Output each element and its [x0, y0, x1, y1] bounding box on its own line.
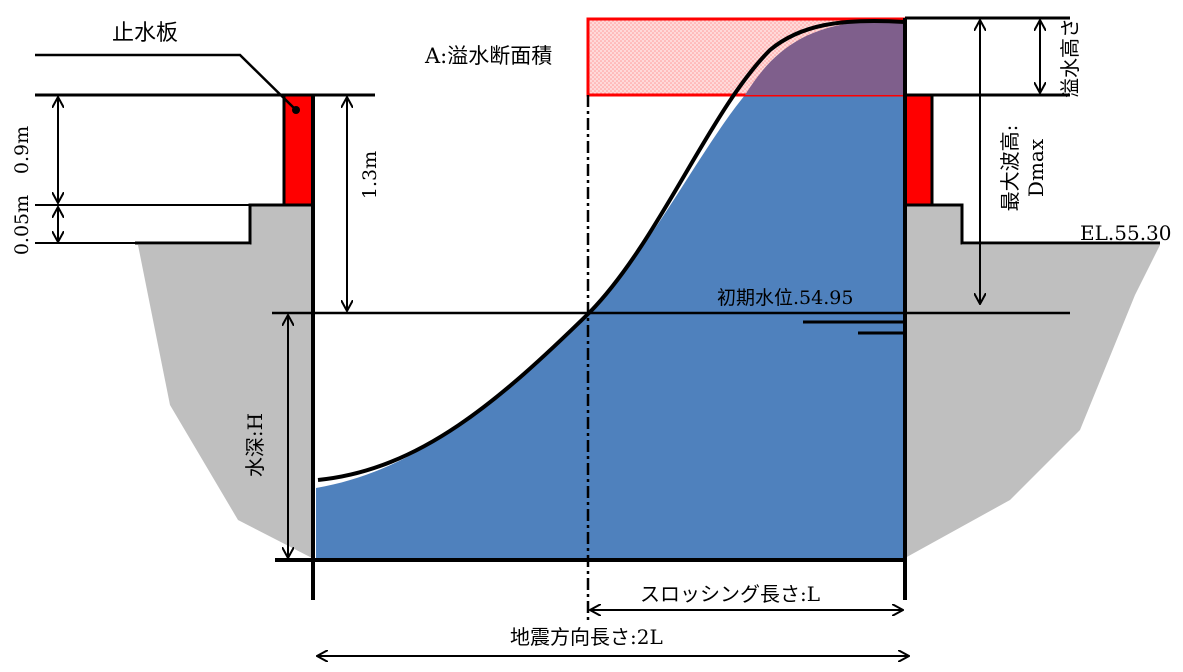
overflow-height-label: 溢水高さ: [1058, 18, 1082, 98]
initial-water-level-label: 初期水位.54.95: [717, 287, 853, 309]
sloshing-length-label: スロッシング長さ:L: [640, 582, 820, 606]
wave-curve: [317, 18, 906, 482]
dim-09-label: 0.9m: [11, 126, 33, 174]
max-wave-height-label-2: Dmax: [1024, 138, 1048, 197]
ground-right: [905, 205, 1160, 558]
ground-left: [138, 205, 312, 558]
overflow-overlap: [745, 21, 905, 95]
el-top-label: EL.55.30: [1080, 221, 1172, 245]
stop-plate-label: 止水板: [112, 21, 178, 46]
seismic-length-label: 地震方向長さ:2L: [510, 625, 663, 649]
stop-plate-leader: [35, 53, 297, 111]
stop-plate-right: [903, 93, 934, 207]
max-wave-height-label-1: 最大波高:: [998, 125, 1022, 212]
water-body: [316, 95, 905, 558]
dim-13-label: 1.3m: [359, 151, 381, 199]
water-depth-label: 水深:H: [243, 413, 267, 477]
dim-005-label: 0.05m: [11, 195, 33, 255]
right-step: [905, 203, 1160, 245]
overflow-area-label: A:溢水断面積: [424, 44, 552, 68]
